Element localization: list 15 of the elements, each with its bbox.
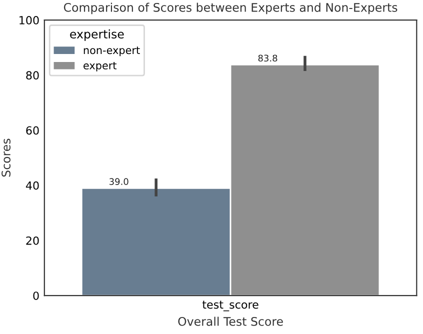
y-axis-title: Scores [2,138,11,177]
y-tick-label: 20 [26,236,39,245]
data-label: 39.0 [110,178,128,185]
x-axis-title: Overall Test Score [178,316,283,326]
y-tick-label: 60 [26,126,39,135]
y-tick-label: 0 [33,292,39,300]
y-tick-label: 80 [26,71,39,80]
legend-label: non-expert [84,46,140,56]
y-tick-label: 40 [26,181,39,190]
y-tick-label: 100 [20,16,39,24]
data-label: 83.8 [258,54,278,62]
legend-label: expert [84,62,116,72]
x-tick-label: test_score [202,300,258,312]
legend-title: expertise [70,29,124,41]
chart-title: Comparison of Scores between Experts and Non-Experts [64,2,398,14]
